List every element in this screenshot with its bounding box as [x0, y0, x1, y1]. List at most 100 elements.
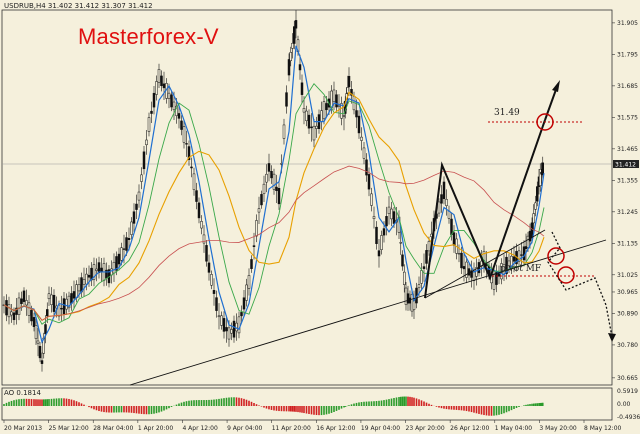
candle-body	[85, 273, 88, 285]
price-tick-label: 31.355	[617, 177, 638, 184]
candle-body	[399, 242, 402, 244]
support-trendline	[129, 239, 607, 386]
candle-body	[160, 75, 163, 87]
candle-body	[342, 115, 346, 117]
candle-body	[145, 139, 148, 146]
ma-long-line	[3, 165, 545, 321]
candle-body	[207, 262, 211, 273]
candle-body	[377, 250, 381, 257]
candle-body	[517, 250, 521, 262]
candle-body	[541, 162, 544, 176]
candle-body	[532, 213, 535, 224]
candle-body	[12, 312, 16, 321]
candle-body	[230, 329, 233, 334]
candle-body	[142, 151, 146, 170]
candle-body	[152, 92, 156, 108]
candle-body	[47, 293, 51, 300]
candle-body	[365, 159, 368, 176]
candle-body	[312, 125, 316, 141]
candle-body	[367, 174, 371, 190]
candle-body	[305, 110, 308, 122]
candle-body	[240, 312, 243, 317]
candle-body	[357, 115, 361, 134]
candle-body	[112, 261, 116, 274]
time-tick-label: 11 Apr 20:00	[272, 425, 311, 432]
candle-body	[92, 264, 96, 280]
candle-body	[337, 104, 341, 107]
candle-body	[137, 191, 141, 201]
candle-body	[457, 253, 461, 255]
candle-body	[275, 186, 278, 192]
candle-body	[460, 252, 463, 269]
candle-body	[472, 271, 476, 281]
candle-body	[34, 325, 38, 339]
price-tick-label: 31.465	[617, 146, 638, 153]
candle-body	[293, 26, 296, 44]
candle-body	[62, 298, 66, 315]
candle-body	[332, 89, 336, 103]
candle-body	[277, 188, 281, 205]
candle-body	[237, 316, 241, 334]
candle-body	[50, 294, 53, 305]
candle-body	[205, 245, 208, 262]
candle-body	[200, 221, 203, 229]
price-tick-label: 31.685	[617, 83, 638, 90]
candle-body	[347, 75, 351, 88]
ao-axis-label: -0.4936	[617, 414, 640, 421]
candle-body	[492, 274, 496, 290]
candle-body	[382, 228, 386, 236]
candle-body	[135, 203, 138, 210]
candle-body	[30, 309, 33, 322]
candle-body	[260, 194, 263, 206]
candle-body	[467, 268, 471, 276]
candle-body	[235, 322, 238, 332]
candle-body	[300, 82, 304, 95]
candle-body	[147, 117, 151, 132]
ma-mid-line	[3, 82, 545, 325]
price-tick-label: 30.965	[617, 289, 638, 296]
candle-body	[132, 211, 136, 224]
candle-body	[127, 238, 131, 240]
candle-body	[195, 190, 198, 202]
candle-body	[350, 88, 353, 96]
candle-body	[252, 245, 256, 247]
candle-body	[215, 297, 218, 311]
candle-body	[32, 317, 36, 327]
candle-body	[390, 208, 393, 220]
candle-body	[162, 83, 166, 89]
candle-body	[192, 173, 196, 190]
candle-body	[512, 256, 516, 262]
candle-body	[110, 268, 113, 276]
candle-body	[385, 216, 388, 227]
level-3149-circle	[536, 113, 554, 131]
candle-body	[294, 20, 298, 29]
candle-body	[232, 320, 236, 338]
candle-body	[72, 291, 76, 299]
candle-body	[298, 64, 302, 71]
candle-body	[22, 290, 26, 302]
candle-body	[526, 235, 530, 248]
candle-body	[27, 302, 31, 316]
candle-body	[100, 267, 103, 272]
candle-body	[225, 327, 228, 332]
candle-body	[52, 294, 56, 312]
candle-body	[505, 256, 508, 275]
candle-body	[105, 269, 108, 279]
candle-body	[404, 287, 408, 305]
time-tick-label: 16 Apr 12:00	[316, 425, 355, 432]
last-price-box	[613, 160, 639, 169]
candle-body	[335, 94, 338, 108]
candle-body	[325, 103, 328, 111]
candle-body	[197, 202, 201, 219]
price-tick-label: 31.795	[617, 51, 638, 58]
candle-body	[387, 206, 391, 214]
candle-body	[427, 241, 431, 252]
main-plot-area	[1, 9, 613, 386]
candle-body	[167, 92, 171, 99]
candle-body	[217, 315, 221, 318]
candle-body	[36, 340, 40, 344]
candle-body	[362, 147, 366, 159]
candle-body	[60, 308, 63, 310]
price-tick-label: 31.135	[617, 240, 638, 247]
pivot-circle-2	[557, 266, 575, 284]
